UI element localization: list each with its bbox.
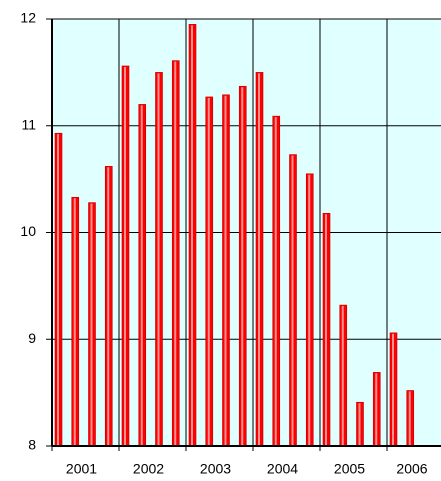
- bar-highlight: [241, 87, 244, 445]
- x-tick-label: 2001: [66, 461, 97, 477]
- x-tick-label: 2006: [396, 461, 427, 477]
- bar-highlight: [375, 373, 378, 445]
- bar-highlight: [207, 97, 210, 446]
- bar-highlight: [90, 203, 93, 445]
- y-tick-label: 12: [20, 10, 36, 26]
- y-tick-label: 10: [20, 223, 36, 239]
- x-tick-label: 2004: [267, 461, 298, 477]
- bar-highlight: [191, 25, 193, 446]
- bar-highlight: [73, 198, 76, 445]
- bar-highlight: [224, 95, 227, 445]
- bar-highlight: [258, 73, 260, 445]
- y-tick-label: 9: [28, 330, 36, 346]
- bar-highlight: [325, 214, 327, 445]
- bar-highlight: [140, 105, 143, 446]
- x-tick-label: 2003: [200, 461, 231, 477]
- y-tick-label: 11: [21, 116, 36, 132]
- x-tick-label: 2005: [334, 461, 365, 477]
- bar-highlight: [358, 403, 361, 445]
- bar-highlight: [408, 391, 411, 445]
- bar-highlight: [57, 134, 59, 445]
- y-tick-label: 8: [28, 437, 36, 453]
- bar-highlight: [308, 174, 311, 445]
- x-tick-label: 2002: [133, 461, 164, 477]
- bar-highlight: [341, 306, 344, 445]
- bar-highlight: [107, 167, 110, 445]
- bar-highlight: [392, 333, 394, 445]
- bar-highlight: [174, 61, 177, 445]
- bar-highlight: [274, 117, 277, 445]
- bar-highlight: [291, 155, 294, 445]
- bar-highlight: [124, 66, 126, 445]
- bar-highlight: [157, 73, 160, 445]
